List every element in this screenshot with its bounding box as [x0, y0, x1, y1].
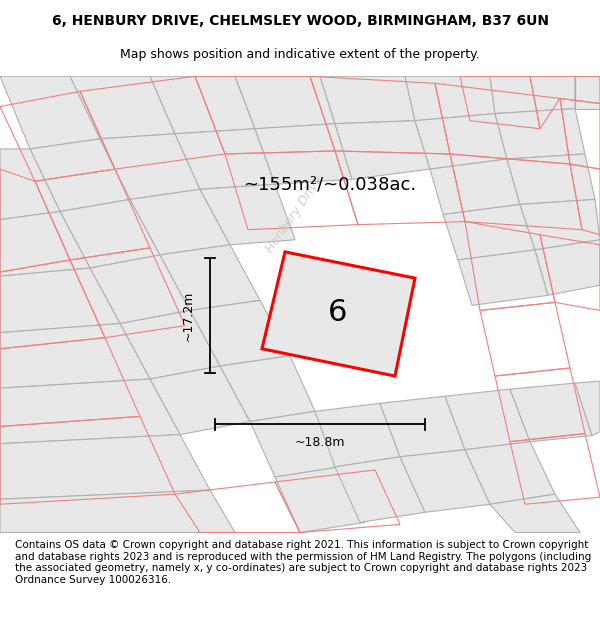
Polygon shape: [510, 383, 592, 442]
Polygon shape: [90, 255, 190, 324]
Polygon shape: [465, 442, 555, 504]
Polygon shape: [0, 211, 90, 276]
Polygon shape: [235, 76, 335, 129]
Polygon shape: [380, 396, 465, 457]
Polygon shape: [335, 457, 425, 522]
Polygon shape: [0, 149, 60, 219]
Polygon shape: [150, 76, 255, 134]
Polygon shape: [0, 324, 150, 388]
Polygon shape: [190, 301, 290, 366]
Polygon shape: [535, 240, 600, 295]
Polygon shape: [255, 124, 352, 184]
Text: ~155m²/~0.038ac.: ~155m²/~0.038ac.: [244, 175, 416, 193]
Polygon shape: [130, 189, 230, 255]
Polygon shape: [320, 76, 415, 124]
Text: Map shows position and indicative extent of the property.: Map shows position and indicative extent…: [120, 48, 480, 61]
Polygon shape: [415, 114, 507, 169]
Polygon shape: [220, 356, 315, 421]
Polygon shape: [150, 366, 250, 434]
Polygon shape: [160, 245, 260, 311]
Polygon shape: [0, 268, 120, 332]
Polygon shape: [405, 76, 495, 121]
Polygon shape: [520, 199, 600, 250]
Polygon shape: [315, 403, 400, 467]
Polygon shape: [262, 252, 415, 376]
Text: Henbury Drive: Henbury Drive: [263, 174, 326, 256]
Polygon shape: [175, 129, 275, 189]
Polygon shape: [575, 76, 600, 109]
Polygon shape: [0, 434, 210, 499]
Polygon shape: [0, 490, 235, 532]
Polygon shape: [507, 154, 595, 204]
Polygon shape: [275, 467, 365, 532]
Polygon shape: [120, 311, 220, 379]
Polygon shape: [495, 109, 585, 159]
Polygon shape: [100, 134, 200, 199]
Polygon shape: [458, 250, 548, 306]
Polygon shape: [490, 76, 575, 114]
Polygon shape: [490, 494, 580, 532]
Polygon shape: [575, 381, 600, 436]
Polygon shape: [430, 159, 520, 214]
Text: 6: 6: [328, 298, 347, 327]
Polygon shape: [445, 389, 530, 450]
Text: ~17.2m: ~17.2m: [182, 290, 194, 341]
Polygon shape: [30, 139, 130, 211]
Polygon shape: [250, 411, 340, 477]
Text: ~18.8m: ~18.8m: [295, 436, 345, 449]
Polygon shape: [60, 199, 160, 268]
Text: Contains OS data © Crown copyright and database right 2021. This information is : Contains OS data © Crown copyright and d…: [15, 540, 591, 585]
Polygon shape: [70, 76, 175, 139]
Polygon shape: [0, 76, 100, 149]
Text: 6, HENBURY DRIVE, CHELMSLEY WOOD, BIRMINGHAM, B37 6UN: 6, HENBURY DRIVE, CHELMSLEY WOOD, BIRMIN…: [52, 14, 548, 28]
Polygon shape: [443, 204, 535, 260]
Polygon shape: [400, 450, 490, 512]
Polygon shape: [335, 121, 430, 179]
Polygon shape: [0, 379, 180, 444]
Polygon shape: [200, 184, 295, 245]
